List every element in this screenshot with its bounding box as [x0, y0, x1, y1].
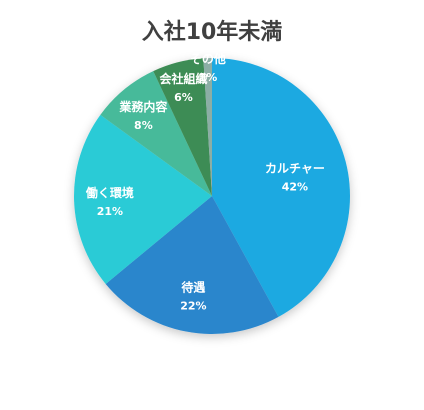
- pie-slice[interactable]: [153, 58, 212, 196]
- pie-slice[interactable]: [212, 58, 350, 317]
- slice-value-label: 1%: [199, 71, 218, 84]
- slice-label: 働く環境: [85, 185, 134, 200]
- slice-label: 会社組織: [159, 71, 207, 86]
- slice-label: その他: [190, 51, 226, 66]
- slice-value-label: 22%: [180, 300, 206, 313]
- slice-value-label: 21%: [97, 205, 123, 218]
- pie-slice[interactable]: [100, 71, 212, 196]
- chart-title: 入社10年未満: [141, 20, 283, 45]
- slice-value-label: 8%: [134, 119, 153, 132]
- pie-slice[interactable]: [74, 114, 212, 284]
- slice-value-label: 42%: [282, 181, 308, 194]
- slice-label: カルチャー: [265, 162, 325, 176]
- slice-label: 待遇: [181, 280, 205, 295]
- pie-slice[interactable]: [203, 57, 212, 196]
- slice-label: 業務内容: [118, 99, 167, 114]
- slice-value-label: 6%: [174, 91, 193, 104]
- pie-slice[interactable]: [105, 196, 279, 334]
